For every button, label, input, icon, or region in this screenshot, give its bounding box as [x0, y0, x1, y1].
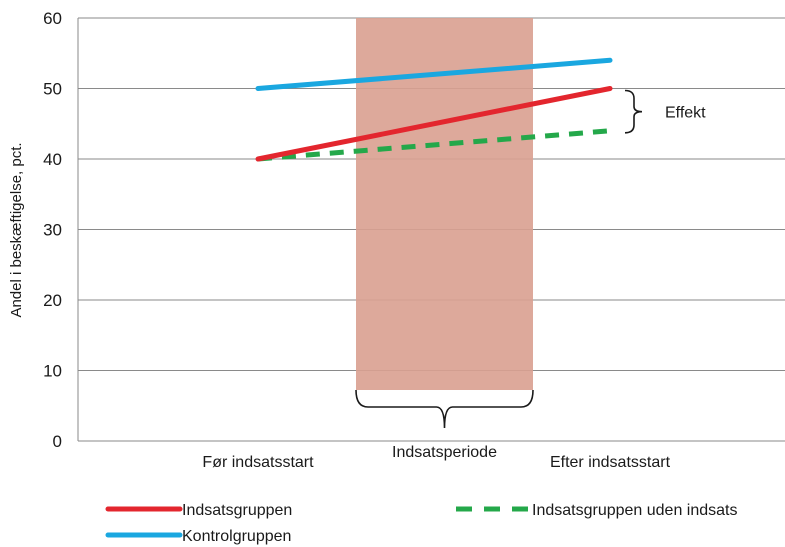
y-tick-label: 20	[43, 291, 62, 310]
period-brace	[355, 389, 534, 429]
legend-label: Indsatsgruppen uden indsats	[532, 502, 737, 519]
y-axis-label: Andel i beskæftigelse, pct.	[8, 142, 25, 317]
effect-label: Effekt	[665, 105, 706, 122]
series-line-3	[257, 128, 611, 162]
series-line-1	[255, 86, 613, 162]
x-category-labels: Før indsatsstart Efter indsatsstart	[202, 454, 670, 471]
y-tick-label: 60	[43, 9, 62, 28]
x-category-label: Efter indsatsstart	[550, 454, 671, 471]
x-category-label: Før indsatsstart	[202, 454, 314, 471]
y-tick-label: 0	[53, 432, 62, 451]
series-line-2	[255, 57, 613, 91]
series-lines	[255, 57, 613, 162]
y-tick-label: 40	[43, 150, 62, 169]
y-tick-label: 30	[43, 221, 62, 240]
y-tick-label: 10	[43, 362, 62, 381]
legend-label: Kontrolgruppen	[182, 528, 291, 545]
legend-label: Indsatsgruppen	[182, 502, 292, 519]
y-tick-label: 50	[43, 80, 62, 99]
period-label: Indsatsperiode	[392, 444, 497, 461]
legend: Indsatsgruppen Kontrolgruppen Indsatsgrupp…	[105, 502, 737, 545]
effect-brace	[624, 89, 643, 134]
y-tick-labels: 0 10 20 30 40 50 60	[43, 9, 62, 451]
